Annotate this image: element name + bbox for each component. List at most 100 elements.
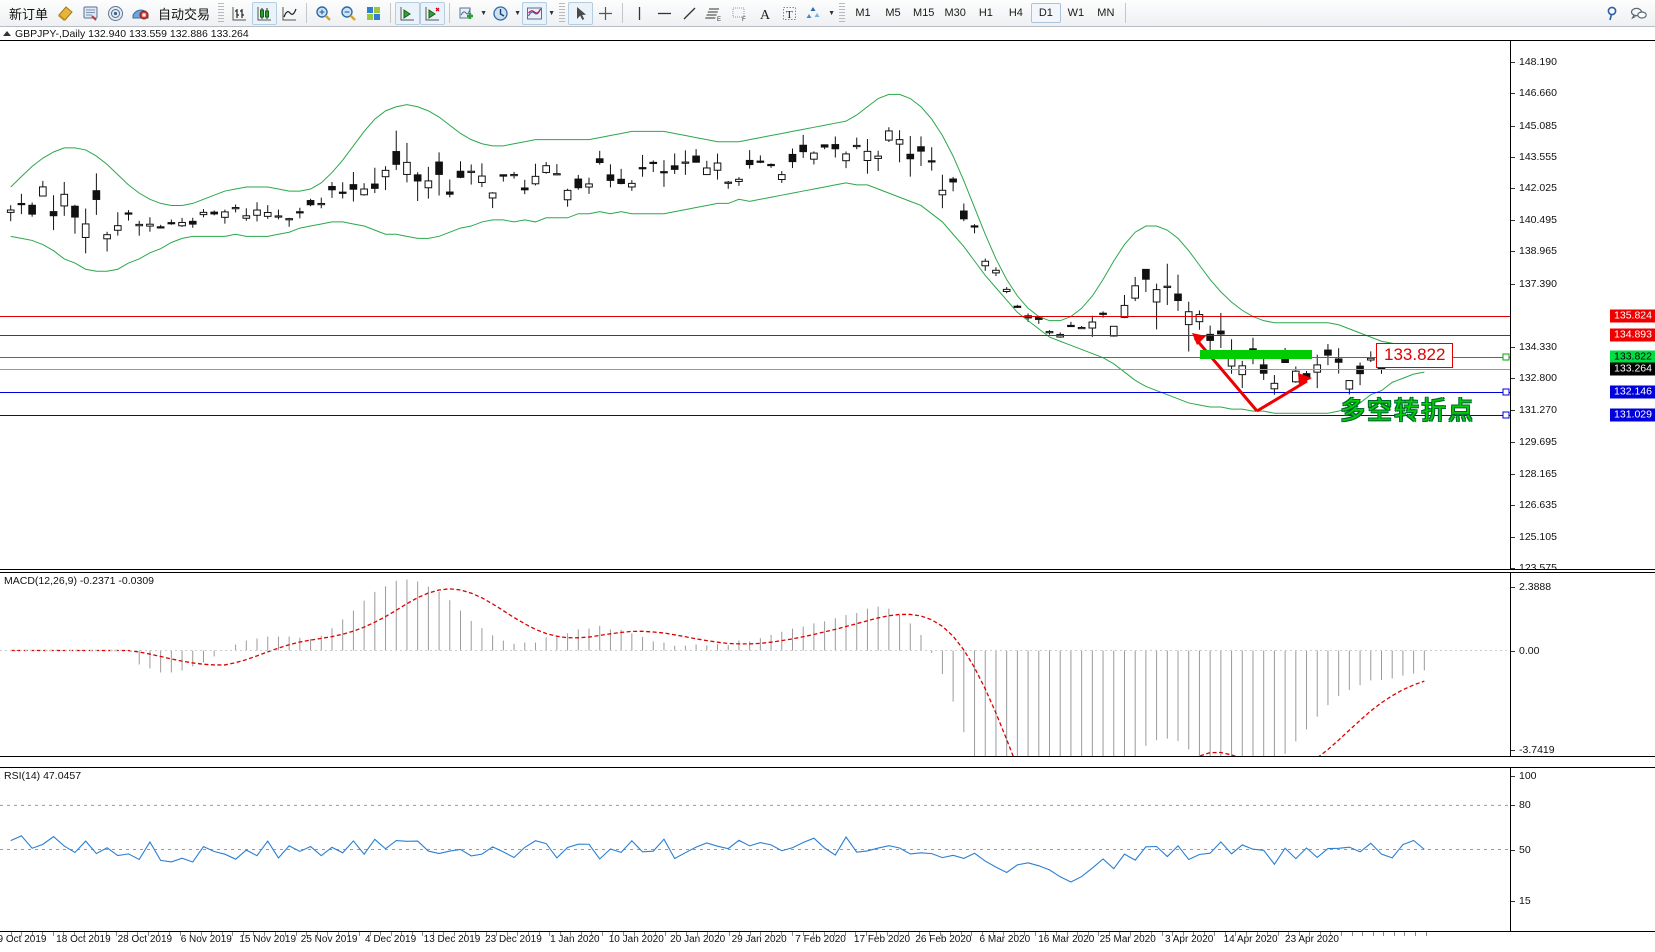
toolbar-separator	[390, 3, 392, 23]
autotrading-button[interactable]: 自动交易	[158, 7, 211, 23]
price-tick: 134.330	[1511, 341, 1557, 353]
auto-scroll-icon[interactable]	[420, 1, 446, 25]
toolbar-grip[interactable]	[839, 3, 846, 23]
templates-icon[interactable]	[522, 1, 548, 25]
search-icon[interactable]	[1601, 2, 1626, 25]
price-tick: 143.555	[1511, 151, 1557, 163]
line-drag-handle[interactable]	[1502, 388, 1510, 396]
price-tick: 132.800	[1511, 372, 1557, 384]
chart-symbol-period-ohlc: GBPJPY-,Daily 132.940 133.559 132.886 13…	[15, 27, 249, 40]
fibonacci-icon[interactable]: E	[702, 2, 727, 25]
price-tick: 129.695	[1511, 436, 1557, 448]
rsi-pane[interactable]: RSI(14) 47.0457 100 80 50 15	[0, 767, 1655, 932]
price-level-badge[interactable]: 134.893	[1610, 328, 1655, 342]
signals-icon[interactable]	[103, 2, 128, 25]
svg-text:F: F	[742, 17, 746, 23]
main-toolbar: 新订单 自动交易 ▼ ▼	[0, 0, 1655, 27]
macd-plot-area[interactable]	[0, 573, 1655, 756]
time-axis-label: 16 Mar 2020	[1038, 934, 1095, 945]
text-label-icon[interactable]: T	[777, 2, 802, 25]
time-axis-label: 14 Apr 2020	[1223, 934, 1278, 945]
macd-axis[interactable]: 2.3888 0.00 -3.7419	[1510, 573, 1655, 756]
price-level-badge[interactable]: 133.822	[1610, 350, 1655, 364]
crosshair-icon[interactable]	[593, 2, 618, 25]
indicators-icon[interactable]	[454, 2, 479, 25]
price-level-line[interactable]	[0, 414, 1510, 416]
price-tick: 146.660	[1511, 87, 1557, 99]
price-level-badge[interactable]: 131.029	[1610, 408, 1655, 422]
toolbar-separator	[1124, 3, 1126, 23]
price-tick: 125.105	[1511, 531, 1557, 543]
price-pane[interactable]: 133.822 多空转折点 148.190 146.660 145.085 143.55…	[0, 40, 1655, 570]
time-axis-label: 28 Oct 2019	[117, 934, 173, 945]
timeframe-m15[interactable]: M15	[913, 7, 935, 19]
price-level-line[interactable]	[0, 316, 1510, 318]
vline-icon[interactable]	[627, 2, 652, 25]
timeframe-h1[interactable]: H1	[978, 7, 993, 19]
price-tick: 126.635	[1511, 499, 1557, 511]
time-axis[interactable]: 9 Oct 2019 18 Oct 2019 28 Oct 2019 6 Nov 20…	[0, 932, 1655, 952]
new-order-button[interactable]: 新订单	[9, 7, 49, 23]
timeframe-m30[interactable]: M30	[944, 7, 966, 19]
price-level-badge[interactable]: 132.146	[1610, 385, 1655, 399]
price-plot-area[interactable]: 133.822 多空转折点	[0, 41, 1655, 569]
zoom-out-icon[interactable]	[336, 2, 361, 25]
price-level-line[interactable]	[0, 391, 1510, 393]
price-level-badge[interactable]: 135.824	[1610, 309, 1655, 323]
price-text-box[interactable]: 133.822	[1376, 343, 1454, 369]
chevron-down-icon[interactable]: ▼	[480, 9, 487, 17]
expert-advisors-icon[interactable]	[78, 2, 103, 25]
timeframe-d1[interactable]: D1	[1030, 3, 1061, 23]
line-chart-icon[interactable]	[277, 2, 302, 25]
cursor-icon[interactable]	[568, 1, 594, 25]
line-drag-handle[interactable]	[1502, 411, 1510, 419]
toolbar-grip[interactable]	[559, 3, 566, 23]
chart-window[interactable]: GBPJPY-,Daily 132.940 133.559 132.886 13…	[0, 27, 1655, 950]
price-tick: 145.085	[1511, 120, 1557, 132]
price-level-line[interactable]	[0, 368, 1510, 370]
price-tick: 137.390	[1511, 278, 1557, 290]
macd-pane[interactable]: MACD(12,26,9) -0.2371 -0.0309 2.3888 0.00…	[0, 572, 1655, 757]
price-level-badge[interactable]: 133.264	[1610, 362, 1655, 376]
timeframe-mn[interactable]: MN	[1097, 7, 1115, 19]
candlestick-chart-icon[interactable]	[252, 1, 278, 25]
timeframe-h4[interactable]: H4	[1008, 7, 1023, 19]
chevron-down-icon[interactable]: ▼	[514, 9, 521, 17]
timeframe-m5[interactable]: M5	[885, 7, 901, 19]
price-level-line[interactable]	[0, 335, 1510, 337]
rsi-plot-area[interactable]	[0, 768, 1655, 931]
chinese-text-annotation[interactable]: 多空转折点	[1340, 396, 1476, 426]
text-icon[interactable]: A	[752, 2, 777, 25]
chart-shift-icon[interactable]	[395, 1, 421, 25]
toolbar-grip[interactable]	[218, 3, 225, 23]
metaeditor-icon[interactable]	[53, 2, 78, 25]
period-icon[interactable]	[488, 2, 513, 25]
price-tick: 138.965	[1511, 245, 1557, 257]
zoom-in-icon[interactable]	[311, 2, 336, 25]
timeframe-m1[interactable]: M1	[855, 7, 871, 19]
chevron-down-icon[interactable]: ▼	[548, 9, 555, 17]
autotrading-icon[interactable]	[128, 2, 153, 25]
time-axis-label: 23 Apr 2020	[1285, 934, 1339, 945]
trendline-icon[interactable]	[677, 2, 702, 25]
bar-chart-icon[interactable]	[227, 2, 252, 25]
macd-tick: 2.3888	[1511, 581, 1551, 593]
hline-icon[interactable]	[652, 2, 677, 25]
rsi-axis[interactable]: 100 80 50 15	[1510, 768, 1655, 931]
scroll-up-icon[interactable]	[3, 31, 11, 36]
svg-text:A: A	[760, 8, 771, 23]
price-tick: 123.575	[1511, 562, 1557, 569]
green-highlight-bar[interactable]	[1200, 350, 1312, 360]
chat-icon[interactable]	[1626, 2, 1651, 25]
time-axis-label: 6 Nov 2019	[180, 934, 232, 945]
line-drag-handle[interactable]	[1502, 353, 1510, 361]
price-axis[interactable]: 148.190 146.660 145.085 143.555 142.025 140.4…	[1510, 41, 1655, 569]
timeframe-w1[interactable]: W1	[1067, 7, 1085, 19]
equidistant-channel-icon[interactable]: F	[727, 2, 752, 25]
price-level-line[interactable]	[0, 357, 1510, 359]
tile-windows-icon[interactable]	[361, 2, 386, 25]
chevron-down-icon[interactable]: ▼	[828, 9, 835, 17]
time-axis-label: 18 Oct 2019	[56, 934, 111, 945]
macd-label: MACD(12,26,9) -0.2371 -0.0309	[4, 575, 154, 587]
shapes-icon[interactable]	[802, 2, 827, 25]
